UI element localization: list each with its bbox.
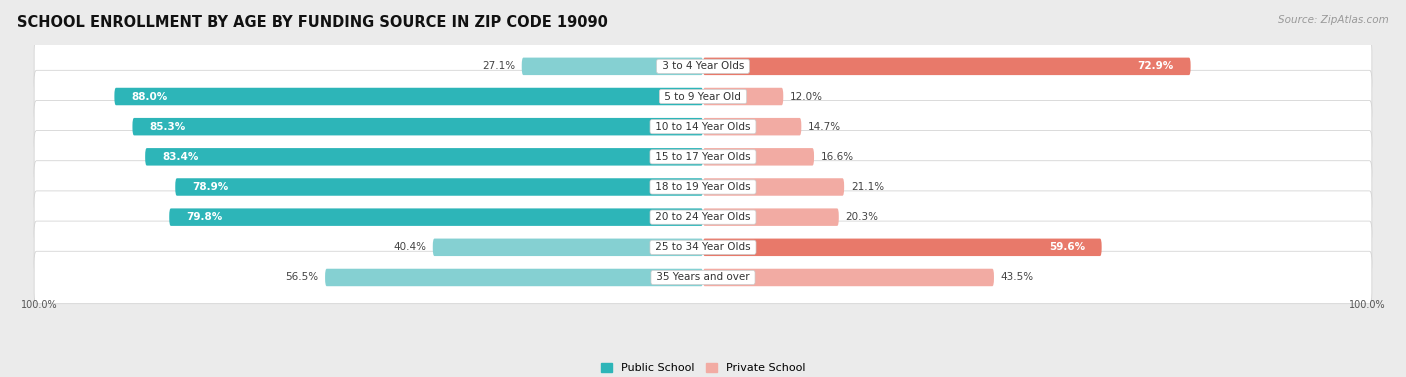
FancyBboxPatch shape	[176, 178, 703, 196]
Text: 72.9%: 72.9%	[1137, 61, 1174, 71]
FancyBboxPatch shape	[522, 58, 703, 75]
Text: 78.9%: 78.9%	[193, 182, 228, 192]
FancyBboxPatch shape	[433, 239, 703, 256]
Text: 12.0%: 12.0%	[790, 92, 823, 101]
Text: 35 Years and over: 35 Years and over	[652, 273, 754, 282]
Text: 18 to 19 Year Olds: 18 to 19 Year Olds	[652, 182, 754, 192]
FancyBboxPatch shape	[703, 148, 814, 166]
FancyBboxPatch shape	[114, 88, 703, 105]
FancyBboxPatch shape	[325, 269, 703, 286]
FancyBboxPatch shape	[703, 58, 1191, 75]
Text: 85.3%: 85.3%	[149, 122, 186, 132]
FancyBboxPatch shape	[703, 88, 783, 105]
FancyBboxPatch shape	[34, 130, 1372, 183]
Text: 15 to 17 Year Olds: 15 to 17 Year Olds	[652, 152, 754, 162]
FancyBboxPatch shape	[34, 40, 1372, 93]
Text: 3 to 4 Year Olds: 3 to 4 Year Olds	[658, 61, 748, 71]
Text: 83.4%: 83.4%	[162, 152, 198, 162]
Text: 43.5%: 43.5%	[1001, 273, 1033, 282]
Legend: Public School, Private School: Public School, Private School	[596, 358, 810, 377]
FancyBboxPatch shape	[703, 239, 1102, 256]
Text: 10 to 14 Year Olds: 10 to 14 Year Olds	[652, 122, 754, 132]
Text: 56.5%: 56.5%	[285, 273, 318, 282]
FancyBboxPatch shape	[34, 100, 1372, 153]
Text: 14.7%: 14.7%	[808, 122, 841, 132]
Text: 5 to 9 Year Old: 5 to 9 Year Old	[661, 92, 745, 101]
Text: 20.3%: 20.3%	[845, 212, 879, 222]
Text: SCHOOL ENROLLMENT BY AGE BY FUNDING SOURCE IN ZIP CODE 19090: SCHOOL ENROLLMENT BY AGE BY FUNDING SOUR…	[17, 15, 607, 30]
FancyBboxPatch shape	[703, 118, 801, 135]
FancyBboxPatch shape	[169, 208, 703, 226]
Text: 59.6%: 59.6%	[1049, 242, 1085, 252]
FancyBboxPatch shape	[34, 191, 1372, 244]
Text: 40.4%: 40.4%	[394, 242, 426, 252]
FancyBboxPatch shape	[34, 161, 1372, 213]
FancyBboxPatch shape	[34, 221, 1372, 274]
Text: 88.0%: 88.0%	[131, 92, 167, 101]
FancyBboxPatch shape	[34, 251, 1372, 304]
Text: 79.8%: 79.8%	[186, 212, 222, 222]
Text: 100.0%: 100.0%	[21, 300, 58, 310]
FancyBboxPatch shape	[34, 70, 1372, 123]
Text: 25 to 34 Year Olds: 25 to 34 Year Olds	[652, 242, 754, 252]
Text: 21.1%: 21.1%	[851, 182, 884, 192]
FancyBboxPatch shape	[703, 269, 994, 286]
Text: 100.0%: 100.0%	[1348, 300, 1385, 310]
FancyBboxPatch shape	[132, 118, 703, 135]
Text: 16.6%: 16.6%	[821, 152, 853, 162]
Text: Source: ZipAtlas.com: Source: ZipAtlas.com	[1278, 15, 1389, 25]
FancyBboxPatch shape	[703, 178, 844, 196]
Text: 27.1%: 27.1%	[482, 61, 515, 71]
FancyBboxPatch shape	[145, 148, 703, 166]
Text: 20 to 24 Year Olds: 20 to 24 Year Olds	[652, 212, 754, 222]
FancyBboxPatch shape	[703, 208, 839, 226]
